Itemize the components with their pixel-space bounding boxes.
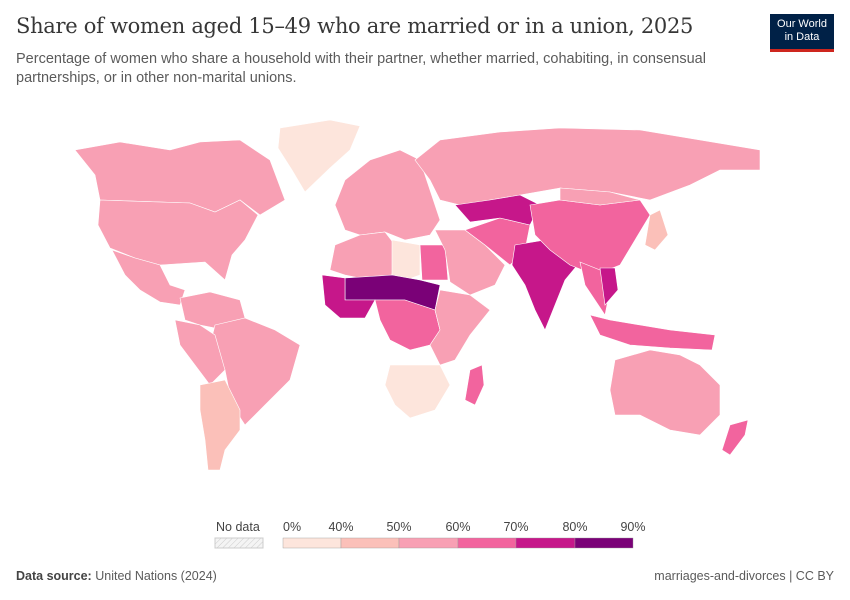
country-egypt[interactable] <box>419 244 449 281</box>
country-japan[interactable] <box>644 209 669 251</box>
legend-bin-swatch[interactable] <box>574 537 634 549</box>
country-east-africa[interactable] <box>429 289 491 366</box>
legend-bin-swatch[interactable] <box>515 537 576 549</box>
legend-tick-label: 0% <box>283 520 301 534</box>
country-united-states[interactable] <box>97 199 259 281</box>
logo-line-2: in Data <box>784 31 820 43</box>
country-australia[interactable] <box>609 349 721 436</box>
country-vietnam[interactable] <box>599 267 619 306</box>
legend: No data 0% 40% 50% 60% 70% 80% 90% <box>214 520 646 549</box>
country-peru-bolivia[interactable] <box>174 319 226 386</box>
owid-logo[interactable]: Our World in Data <box>770 14 834 52</box>
country-indonesia[interactable] <box>589 314 716 351</box>
country-southern-africa[interactable] <box>384 364 451 419</box>
legend-tick-label: 40% <box>328 520 353 534</box>
legend-bin-swatch[interactable] <box>398 537 459 549</box>
chart-title: Share of women aged 15–49 who are marrie… <box>16 14 694 38</box>
footer-source: Data source: United Nations (2024) <box>16 569 217 583</box>
legend-bin-swatch[interactable] <box>340 537 400 549</box>
country-new-zealand[interactable] <box>721 419 749 456</box>
source-link[interactable]: United Nations (2024) <box>95 569 217 583</box>
legend-tick-label: 90% <box>620 520 645 534</box>
source-label: Data source: <box>16 569 92 583</box>
logo-line-1: Our World <box>777 18 827 30</box>
country-argentina-chile[interactable] <box>199 379 241 471</box>
legend-tick-label: 60% <box>445 520 470 534</box>
legend-bin-swatch[interactable] <box>457 537 517 549</box>
chart-subtitle: Percentage of women who share a househol… <box>16 51 706 86</box>
footer-right[interactable]: marriages-and-divorces | CC BY <box>654 569 834 583</box>
country-northwest-africa[interactable] <box>329 231 396 281</box>
country-west-africa[interactable] <box>321 274 376 319</box>
legend-no-data-label: No data <box>216 520 260 534</box>
country-greenland[interactable] <box>277 119 361 193</box>
country-mongolia[interactable] <box>559 187 641 206</box>
legend-tick-label: 70% <box>503 520 528 534</box>
legend-no-data-swatch <box>214 537 264 549</box>
country-madagascar[interactable] <box>464 364 485 406</box>
legend-bin-swatch[interactable] <box>282 537 342 549</box>
legend-tick-label: 50% <box>386 520 411 534</box>
legend-tick-label: 80% <box>562 520 587 534</box>
world-map <box>74 119 761 471</box>
